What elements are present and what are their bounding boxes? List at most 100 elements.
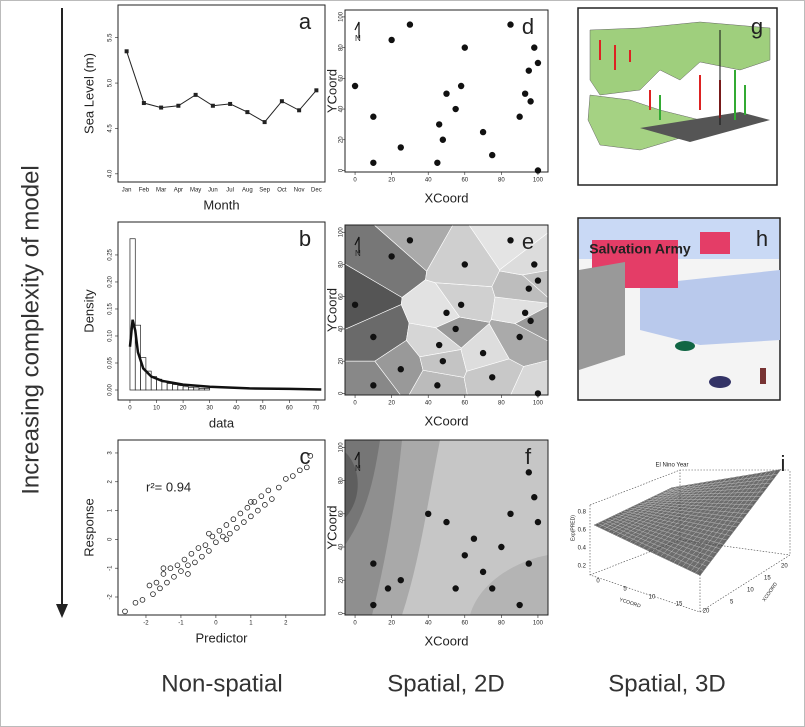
y-tick-label: 60 xyxy=(339,510,345,517)
z-label: Exp(PRED) xyxy=(570,515,576,541)
data-point xyxy=(389,37,395,43)
x-tick: 10 xyxy=(649,595,656,601)
data-point xyxy=(517,114,523,120)
data-point xyxy=(371,383,377,389)
x-tick-label: 40 xyxy=(425,621,432,627)
y-tick-label: 20 xyxy=(339,357,345,364)
x-tick-label: Sep xyxy=(259,188,270,194)
data-point xyxy=(436,122,442,128)
point-marker xyxy=(314,88,318,92)
x-tick-label: Mar xyxy=(156,188,166,194)
data-point xyxy=(385,586,391,592)
y-tick-label: 80 xyxy=(339,44,345,51)
x-tick-label: Aug xyxy=(242,188,253,194)
x-tick-label: Feb xyxy=(139,188,150,194)
x-tick-label: 60 xyxy=(461,401,468,407)
data-point xyxy=(453,326,459,332)
y-axis-title: YCoord xyxy=(324,69,339,113)
x-tick-label: 20 xyxy=(388,178,395,184)
data-point xyxy=(371,114,377,120)
point-marker xyxy=(159,106,163,110)
column-label: Non-spatial xyxy=(161,670,282,697)
point-marker xyxy=(228,102,232,106)
side-label: Increasing complexity of model xyxy=(17,165,44,494)
data-point xyxy=(398,366,404,372)
data-point xyxy=(398,577,404,583)
data-point xyxy=(508,511,514,517)
y-tick-label: 0.05 xyxy=(108,356,114,368)
x-axis-title: Predictor xyxy=(195,630,248,645)
column-label: Spatial, 3D xyxy=(608,670,725,697)
y-axis-title: YCoord xyxy=(324,505,339,549)
y-tick-label: -2 xyxy=(108,594,114,600)
z-tick: 0.2 xyxy=(578,564,587,570)
x-tick-label: Jan xyxy=(122,188,132,194)
north-label: N xyxy=(355,34,361,43)
y-tick-label: 100 xyxy=(339,442,345,453)
data-point xyxy=(444,91,450,97)
data-point xyxy=(407,22,413,28)
data-point xyxy=(371,602,377,608)
data-point xyxy=(435,383,441,389)
data-point xyxy=(462,262,468,268)
north-label: N xyxy=(355,249,361,258)
y-tick: 15 xyxy=(764,576,771,582)
point-marker xyxy=(263,120,267,124)
figure: Increasing complexity of model Non-spati… xyxy=(0,0,805,727)
data-point xyxy=(499,544,505,550)
data-point xyxy=(489,374,495,380)
x-tick-label: 70 xyxy=(313,406,320,412)
x-tick-label: 80 xyxy=(498,401,505,407)
data-point xyxy=(398,145,404,151)
y-tick-label: 40 xyxy=(339,325,345,332)
y-tick-label: 60 xyxy=(339,293,345,300)
data-point xyxy=(531,45,537,51)
panel-letter: a xyxy=(299,9,312,34)
data-point xyxy=(528,318,534,324)
x-tick-label: 20 xyxy=(180,406,187,412)
y-tick-label: 4.0 xyxy=(108,169,114,178)
data-point xyxy=(458,83,464,89)
data-point xyxy=(436,342,442,348)
annotation: r²= 0.94 xyxy=(146,479,191,494)
y-tick-label: -1 xyxy=(108,565,114,571)
hist-bar xyxy=(172,385,177,390)
data-point xyxy=(480,350,486,356)
hist-bar xyxy=(130,239,135,390)
x-tick-label: 60 xyxy=(461,621,468,627)
point-marker xyxy=(245,110,249,114)
y-tick-label: 4.5 xyxy=(108,124,114,133)
data-point xyxy=(526,286,532,292)
data-point xyxy=(440,358,446,364)
x-axis-title: data xyxy=(209,415,235,430)
data-point xyxy=(526,561,532,567)
x-tick-label: 100 xyxy=(533,621,544,627)
data-point xyxy=(526,470,532,476)
x-tick-label: Nov xyxy=(294,188,305,194)
data-point xyxy=(489,586,495,592)
data-point xyxy=(531,262,537,268)
panel-letter: h xyxy=(756,226,768,251)
x-tick-label: -1 xyxy=(178,621,184,627)
data-point xyxy=(526,68,532,74)
hist-bar xyxy=(199,388,204,390)
x-axis-title: XCoord xyxy=(424,633,468,648)
data-point xyxy=(425,511,431,517)
y-tick-label: 100 xyxy=(339,11,345,22)
hist-bar xyxy=(204,388,209,390)
hist-bar xyxy=(183,387,188,390)
x-axis-title: XCoord xyxy=(424,413,468,428)
data-point xyxy=(458,302,464,308)
hist-bar xyxy=(188,387,193,390)
data-point xyxy=(352,83,358,89)
data-point xyxy=(480,129,486,135)
y-tick-label: 80 xyxy=(339,260,345,267)
data-point xyxy=(352,302,358,308)
y-axis-title: Response xyxy=(81,498,96,557)
point-marker xyxy=(211,104,215,108)
y-tick-label: 100 xyxy=(339,227,345,238)
point-marker xyxy=(176,104,180,108)
data-point xyxy=(535,278,541,284)
x-axis-title: Month xyxy=(203,197,239,212)
y-tick-label: 20 xyxy=(339,576,345,583)
